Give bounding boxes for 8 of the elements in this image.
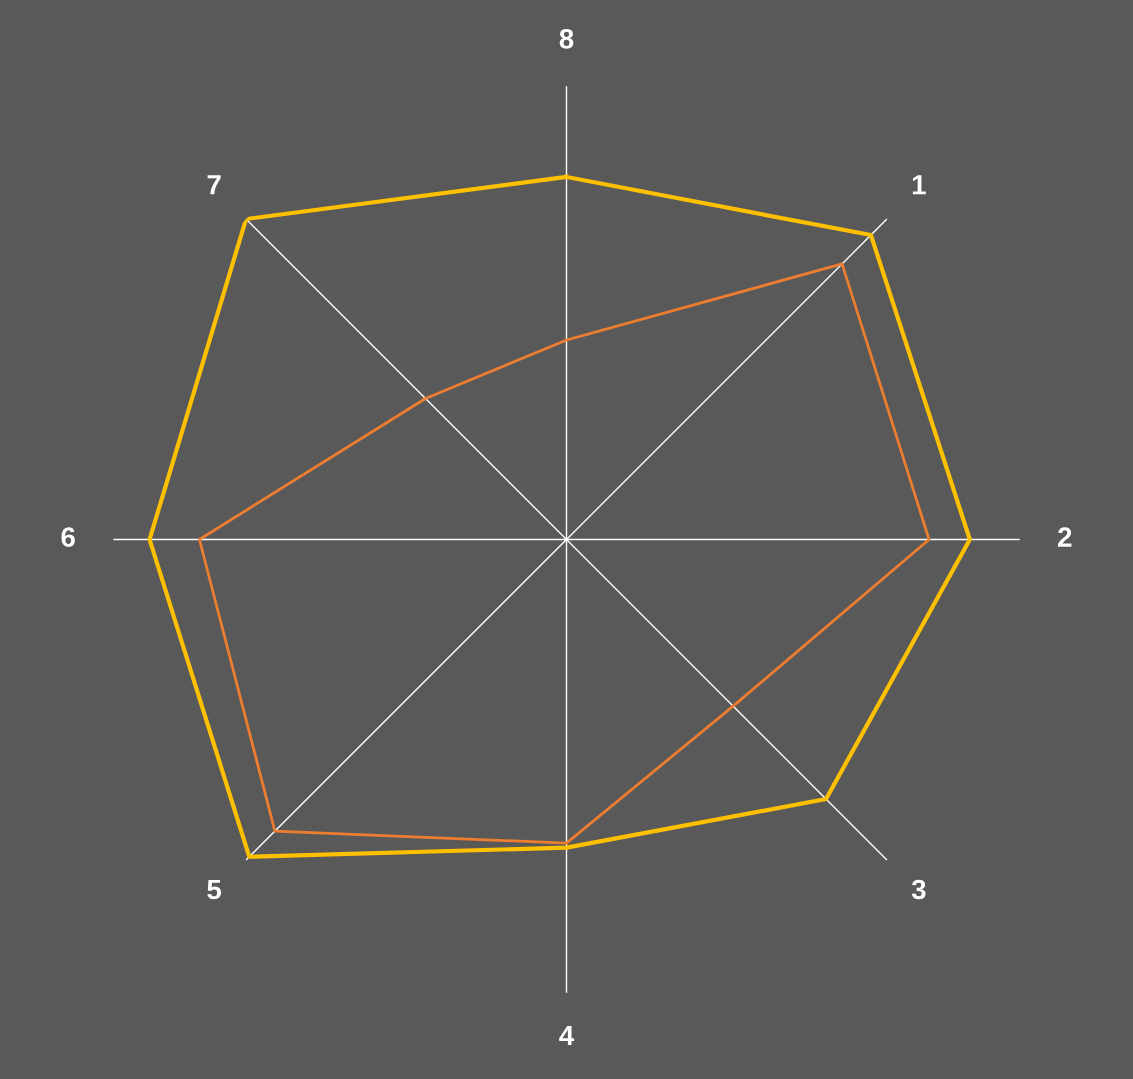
spoke-label: 6 [61,527,75,547]
spoke-label: 8 [559,28,574,49]
spoke-label: 3 [911,879,926,900]
spoke-label: 7 [207,175,221,195]
spoke-label: 4 [559,1025,575,1045]
spoke-label: 5 [207,879,222,900]
spoke-label: 2 [1058,527,1072,547]
spoke-label: 1 [912,175,926,195]
